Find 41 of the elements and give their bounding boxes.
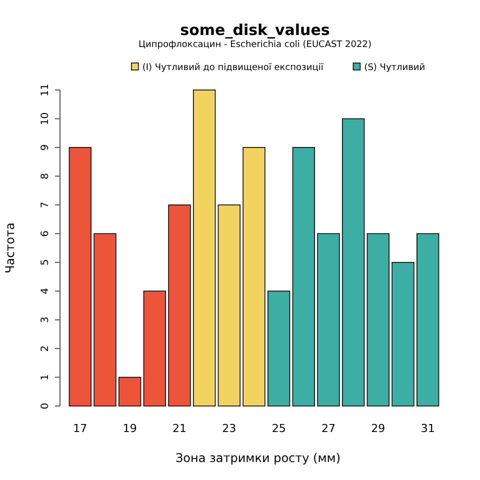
bar — [242, 147, 266, 406]
x-tick-label: 21 — [172, 422, 186, 435]
bar — [168, 204, 191, 406]
y-tick-label: 3 — [40, 316, 51, 324]
bar — [118, 376, 142, 406]
chart-subtitle: Ципрофлоксацин - Escherichia coli (EUCAST 2022) — [138, 40, 372, 50]
bar — [94, 233, 116, 406]
bar — [317, 233, 340, 406]
bar — [143, 290, 166, 406]
y-tick-label: 7 — [40, 202, 51, 208]
legend-label: (I) Чутливий до підвищеної експозиції — [142, 63, 324, 73]
bar — [416, 233, 440, 406]
bar — [292, 147, 315, 406]
y-tick-label: 1 — [40, 374, 51, 380]
y-tick-label: 6 — [40, 230, 51, 237]
x-tick-label: 25 — [272, 422, 286, 435]
legend-label: (S) Чутливий — [364, 63, 426, 73]
y-tick-label: 5 — [40, 259, 51, 266]
bar — [366, 233, 390, 406]
y-tick-label: 2 — [40, 345, 51, 352]
bar — [268, 290, 290, 406]
chart-title: some_disk_values — [180, 21, 330, 39]
bar — [193, 90, 216, 406]
y-tick-label: 11 — [40, 84, 51, 96]
x-tick-label: 19 — [122, 422, 137, 435]
x-tick-label: 31 — [420, 422, 435, 435]
x-tick-label: 17 — [73, 422, 88, 435]
y-tick-label: 8 — [40, 172, 51, 180]
y-tick-label: 10 — [40, 112, 51, 126]
x-tick-label: 23 — [222, 422, 236, 435]
bar — [392, 262, 414, 406]
bar — [342, 118, 365, 406]
y-tick-label: 0 — [40, 402, 51, 410]
x-axis-title: Зона затримки росту (мм) — [175, 451, 341, 465]
bar — [68, 147, 92, 406]
x-tick-label: 27 — [322, 422, 336, 435]
y-tick-label: 4 — [40, 288, 51, 294]
bar — [218, 204, 240, 406]
x-tick-label: 29 — [371, 422, 386, 435]
y-tick-label: 9 — [40, 144, 51, 151]
y-axis-title: Частота — [3, 222, 17, 274]
